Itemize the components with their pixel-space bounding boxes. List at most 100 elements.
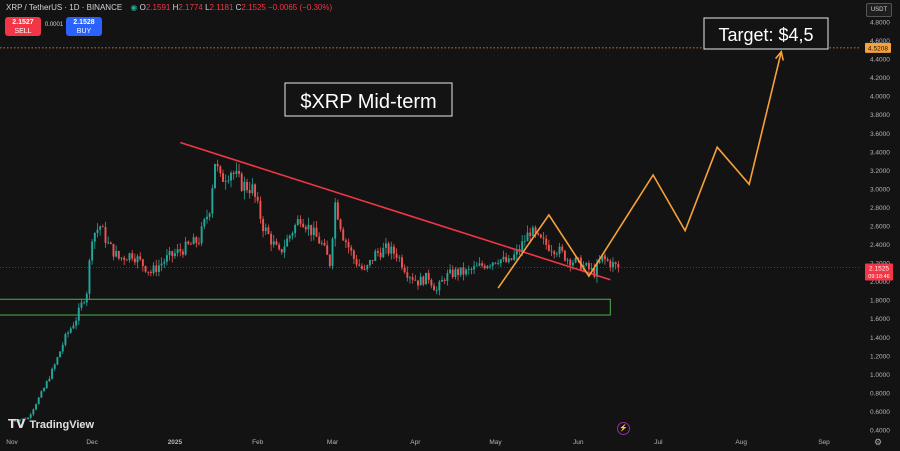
candle[interactable] xyxy=(435,290,438,292)
candle[interactable] xyxy=(128,253,131,260)
candle[interactable] xyxy=(598,261,601,263)
candle[interactable] xyxy=(29,414,32,418)
candle[interactable] xyxy=(371,260,374,261)
candle[interactable] xyxy=(358,264,361,266)
candle[interactable] xyxy=(587,263,590,270)
candle[interactable] xyxy=(211,188,214,214)
candle[interactable] xyxy=(291,233,294,236)
candle[interactable] xyxy=(390,246,393,254)
candle[interactable] xyxy=(21,418,24,420)
candle[interactable] xyxy=(475,265,478,267)
candle[interactable] xyxy=(347,242,350,248)
candle[interactable] xyxy=(398,257,401,259)
candle[interactable] xyxy=(85,293,88,303)
candle[interactable] xyxy=(152,265,155,274)
candle[interactable] xyxy=(481,263,484,266)
candle[interactable] xyxy=(272,241,275,245)
candle[interactable] xyxy=(577,257,580,259)
candle[interactable] xyxy=(192,237,195,245)
candle[interactable] xyxy=(32,409,35,415)
candle[interactable] xyxy=(238,171,241,174)
gear-icon[interactable]: ⚙ xyxy=(874,437,883,447)
candle[interactable] xyxy=(270,233,273,245)
candle[interactable] xyxy=(323,242,326,246)
candle[interactable] xyxy=(574,257,577,263)
candle[interactable] xyxy=(278,244,281,250)
target-annotation-box[interactable] xyxy=(703,17,829,50)
candle[interactable] xyxy=(510,258,513,260)
candle[interactable] xyxy=(125,259,128,261)
candle[interactable] xyxy=(478,263,481,266)
candle[interactable] xyxy=(294,225,297,234)
candle[interactable] xyxy=(136,256,139,263)
candle[interactable] xyxy=(264,227,267,232)
candle[interactable] xyxy=(523,241,526,243)
candle[interactable] xyxy=(555,253,558,255)
candle[interactable] xyxy=(195,237,198,243)
candle[interactable] xyxy=(425,272,427,285)
candle[interactable] xyxy=(310,224,313,236)
candle[interactable] xyxy=(149,271,152,274)
candle[interactable] xyxy=(155,265,158,272)
candle[interactable] xyxy=(569,259,572,266)
candle[interactable] xyxy=(109,242,112,244)
candle[interactable] xyxy=(246,181,249,191)
candle[interactable] xyxy=(13,420,16,422)
candle[interactable] xyxy=(248,190,251,194)
candle[interactable] xyxy=(187,241,190,244)
candle[interactable] xyxy=(171,251,174,257)
candle[interactable] xyxy=(288,235,291,239)
candle[interactable] xyxy=(320,242,323,244)
candle[interactable] xyxy=(189,243,192,245)
candle[interactable] xyxy=(48,378,51,382)
candle[interactable] xyxy=(387,243,390,254)
candle[interactable] xyxy=(144,266,147,272)
candle[interactable] xyxy=(75,320,78,326)
candle[interactable] xyxy=(526,232,529,242)
candle[interactable] xyxy=(419,276,422,286)
candle[interactable] xyxy=(80,302,83,308)
candle[interactable] xyxy=(256,196,259,201)
candle[interactable] xyxy=(179,249,182,252)
candle[interactable] xyxy=(11,420,13,422)
candle[interactable] xyxy=(315,227,318,237)
candle[interactable] xyxy=(219,166,222,174)
candle[interactable] xyxy=(275,241,278,245)
candle[interactable] xyxy=(251,184,254,194)
sell-button[interactable]: 2.1527 SELL xyxy=(5,17,41,36)
candle[interactable] xyxy=(395,253,398,258)
candle[interactable] xyxy=(384,243,387,248)
symbol-label[interactable]: XRP / TetherUS · 1D · BINANCE xyxy=(6,3,123,12)
candle[interactable] xyxy=(232,172,235,174)
candle[interactable] xyxy=(99,226,102,230)
candle[interactable] xyxy=(163,261,166,264)
candle[interactable] xyxy=(566,259,569,261)
candle[interactable] xyxy=(160,263,163,266)
candle[interactable] xyxy=(352,250,355,259)
candle[interactable] xyxy=(459,267,462,276)
candle[interactable] xyxy=(497,263,500,264)
candle[interactable] xyxy=(27,417,29,420)
candle[interactable] xyxy=(531,227,534,236)
candle[interactable] xyxy=(457,269,460,276)
candle[interactable] xyxy=(355,258,358,265)
candle[interactable] xyxy=(262,219,265,232)
candle[interactable] xyxy=(376,251,379,253)
candle[interactable] xyxy=(537,233,540,235)
candle[interactable] xyxy=(96,229,99,233)
candle[interactable] xyxy=(534,227,537,234)
candle[interactable] xyxy=(411,277,414,280)
candle[interactable] xyxy=(433,285,435,291)
candle[interactable] xyxy=(200,226,203,244)
candle[interactable] xyxy=(307,224,310,230)
candle[interactable] xyxy=(483,265,486,269)
candle[interactable] xyxy=(521,241,524,251)
candle[interactable] xyxy=(157,265,160,272)
candle[interactable] xyxy=(443,279,446,281)
candle[interactable] xyxy=(366,265,369,270)
candle[interactable] xyxy=(360,265,363,269)
candle[interactable] xyxy=(513,254,516,260)
candle[interactable] xyxy=(115,251,118,257)
candle[interactable] xyxy=(214,163,216,189)
candle[interactable] xyxy=(427,272,430,280)
